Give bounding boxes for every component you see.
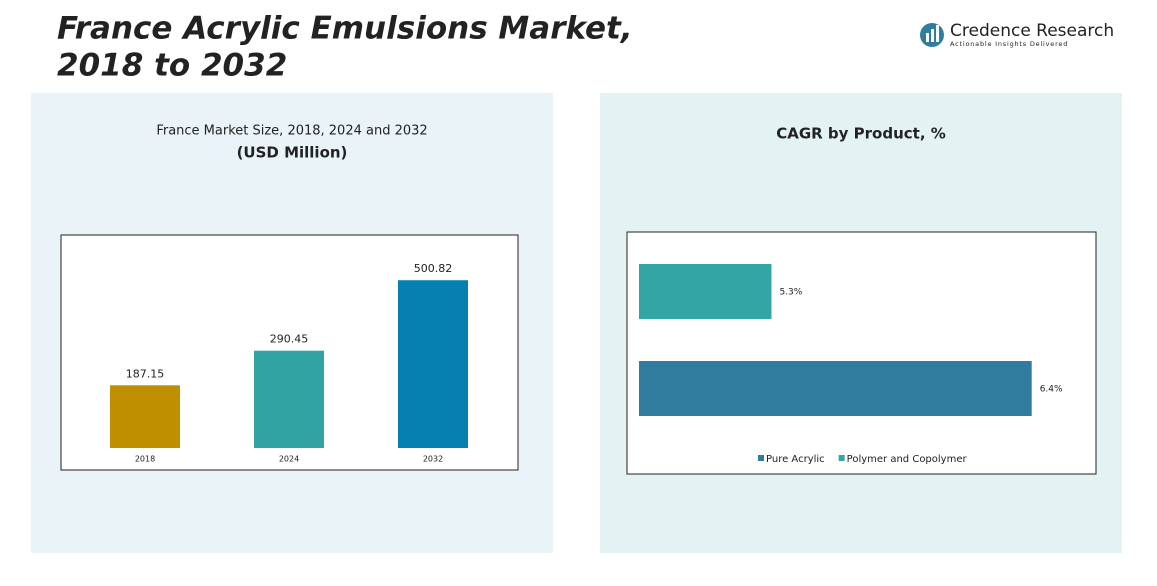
bar (254, 350, 324, 448)
chart-subtitle: (USD Million) (237, 144, 348, 162)
logo-tagline: Actionable Insights Delivered (950, 40, 1068, 48)
logo: Credence Research Actionable Insights De… (920, 21, 1114, 48)
value-label: 5.3% (779, 288, 802, 298)
x-tick-label: 2024 (279, 455, 299, 464)
x-tick-label: 2032 (423, 455, 443, 464)
value-label: 6.4% (1040, 385, 1063, 395)
legend-swatch (758, 455, 764, 461)
bar (110, 385, 180, 448)
logo-text: Credence Research (950, 21, 1114, 41)
logo-icon-bar (926, 33, 929, 42)
logo-icon-bar (936, 25, 939, 42)
value-label: 290.45 (270, 333, 309, 346)
logo-icon-bar (931, 29, 934, 42)
bar (398, 280, 468, 448)
legend-swatch (838, 455, 845, 461)
value-label: 500.82 (414, 262, 453, 275)
bar (639, 361, 1032, 416)
x-tick-label: 2018 (135, 455, 155, 464)
legend-label: Polymer and Copolymer (847, 454, 968, 465)
chart-title: France Market Size, 2018, 2024 and 2032 (156, 124, 427, 139)
value-label: 187.15 (126, 367, 165, 380)
legend-label: Pure Acrylic (766, 454, 825, 465)
title-line: France Acrylic Emulsions Market, (57, 11, 633, 47)
chart-title: CAGR by Product, % (776, 125, 946, 143)
bar (639, 264, 772, 319)
title-line: 2018 to 2032 (57, 48, 287, 84)
